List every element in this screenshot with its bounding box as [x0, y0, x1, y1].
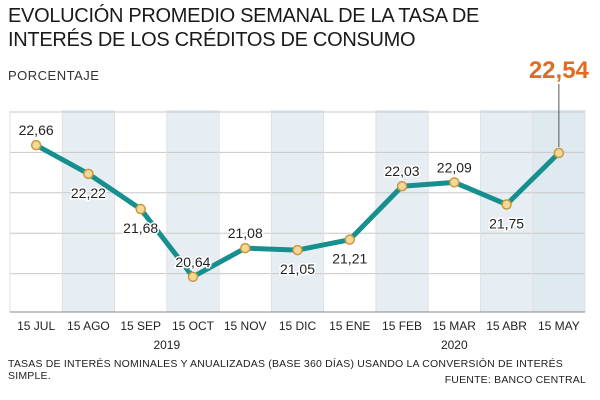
x-tick-label: 15 DIC	[279, 319, 317, 333]
data-label: 20,64	[175, 254, 210, 270]
data-point	[239, 242, 251, 254]
source-note: FUENTE: BANCO CENTRAL	[444, 374, 586, 386]
data-label: 21,75	[489, 215, 524, 231]
unit-label: PORCENTAJE	[8, 68, 100, 83]
data-point	[187, 271, 199, 283]
column-band	[480, 110, 533, 312]
data-point	[553, 147, 565, 159]
data-point	[292, 244, 303, 256]
data-label: 21,08	[228, 225, 263, 241]
x-tick-label: 15 MAY	[538, 319, 580, 333]
x-tick-label: 15 NOV	[224, 319, 267, 333]
highlight-value-label: 22,54	[529, 57, 590, 84]
x-tick-label: 15 ABR	[486, 319, 527, 333]
data-label: 22,03	[385, 163, 420, 179]
data-label: 21,21	[332, 251, 367, 267]
data-label: 22,09	[437, 159, 472, 175]
x-tick-label: 15 AGO	[67, 319, 110, 333]
x-tick-label: 15 FEB	[382, 319, 422, 333]
data-point	[135, 203, 146, 215]
data-label: 22,66	[19, 122, 54, 138]
x-tick-label: 15 ENE	[329, 319, 370, 333]
data-point	[344, 234, 356, 245]
data-point	[396, 180, 408, 192]
column-band	[271, 110, 324, 312]
year-label: 2020	[441, 338, 468, 352]
x-tick-label: 15 SEP	[120, 319, 161, 333]
data-label: 21,68	[123, 220, 158, 236]
data-label: 22,22	[71, 185, 106, 201]
column-band	[62, 110, 115, 312]
data-point	[30, 139, 42, 151]
footnote: TASAS DE INTERÉS NOMINALES Y ANUALIZADAS…	[8, 358, 563, 382]
x-tick-label: 15 MAR	[433, 319, 477, 333]
x-tick-label: 15 JUL	[17, 319, 55, 333]
data-point	[449, 177, 460, 188]
data-point	[501, 199, 512, 210]
year-label: 2019	[153, 338, 180, 352]
chart-title: EVOLUCIÓN PROMEDIO SEMANAL DE LA TASA DE…	[8, 5, 480, 51]
column-band	[375, 110, 429, 312]
data-label: 21,05	[280, 261, 315, 277]
data-point	[83, 168, 94, 180]
x-tick-label: 15 OCT	[172, 319, 215, 333]
